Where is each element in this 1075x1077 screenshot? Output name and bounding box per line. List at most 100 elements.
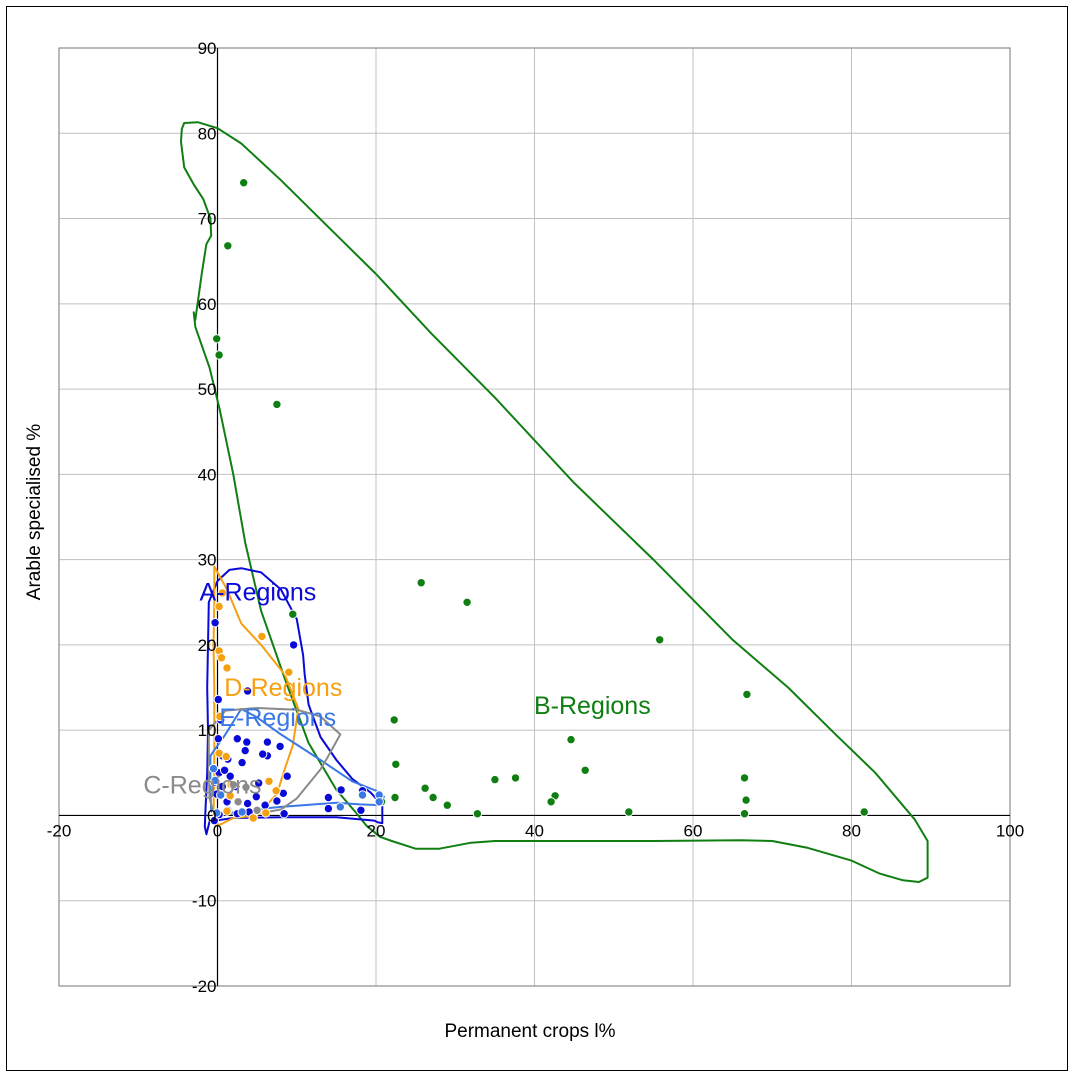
y-tick-label: 30 (198, 551, 217, 570)
data-point (242, 737, 252, 747)
data-point (416, 578, 426, 588)
data-point (580, 765, 590, 775)
x-tick-label: 80 (842, 821, 861, 840)
data-point (428, 792, 438, 803)
data-point (221, 751, 231, 762)
region-hull (212, 565, 300, 827)
data-point (739, 773, 750, 783)
data-point (242, 686, 253, 696)
data-point (391, 759, 401, 769)
data-point (335, 802, 345, 812)
region-label: D-Regions (224, 674, 342, 702)
data-point (219, 765, 230, 775)
data-point (242, 798, 253, 809)
data-point (546, 797, 556, 807)
data-point (260, 800, 270, 810)
x-tick-label: 0 (213, 821, 222, 840)
data-point (213, 734, 224, 744)
data-point (742, 689, 752, 700)
region-hull (180, 121, 929, 883)
region-hull (207, 707, 342, 815)
data-point (739, 809, 750, 819)
x-tick-label: 40 (525, 821, 544, 840)
data-point (213, 694, 224, 705)
tick-labels: -20 0 20 40 60 80 100 -20 -10 0 10 20 30 40 50 60 70 80 90 (47, 39, 1024, 996)
data-point (241, 782, 251, 792)
data-point (275, 741, 285, 752)
data-points (208, 178, 869, 826)
data-point (225, 791, 235, 801)
data-point (212, 808, 222, 818)
data-point (214, 601, 224, 612)
data-point (323, 792, 334, 803)
y-tick-label: 20 (198, 636, 217, 655)
data-point (288, 609, 298, 619)
x-tick-label: -20 (47, 821, 72, 840)
x-tick-label: 100 (996, 821, 1024, 840)
data-point (741, 795, 751, 805)
data-point (237, 807, 247, 817)
data-point (323, 803, 334, 814)
data-point (472, 809, 483, 819)
data-point (240, 745, 250, 756)
x-tick-label: 60 (684, 821, 703, 840)
data-point (624, 807, 634, 817)
data-point (390, 792, 400, 803)
data-point (237, 757, 247, 768)
data-point (210, 618, 220, 628)
data-point (356, 805, 366, 815)
y-tick-label: -20 (192, 977, 217, 996)
data-point (228, 780, 239, 790)
data-point (272, 399, 282, 410)
data-point (655, 635, 665, 645)
data-point (258, 749, 268, 759)
data-point (264, 776, 274, 786)
data-point (261, 808, 271, 818)
y-tick-label: 50 (198, 380, 217, 399)
y-tick-label: 40 (198, 465, 217, 484)
data-point (222, 663, 232, 673)
y-tick-label: 10 (198, 721, 217, 740)
data-point (262, 737, 273, 747)
data-point (254, 778, 264, 788)
data-point (210, 775, 220, 786)
data-point (271, 786, 281, 796)
x-tick-label: 20 (367, 821, 386, 840)
data-point (357, 790, 368, 800)
data-point (566, 734, 576, 745)
x-axis-label: Permanent crops l% (444, 1021, 615, 1042)
data-point (336, 785, 346, 795)
y-tick-label: 60 (198, 295, 217, 314)
data-point (420, 783, 430, 793)
region-label: C-Regions (143, 771, 261, 799)
data-point (252, 805, 262, 815)
data-point (222, 806, 232, 816)
data-point (462, 597, 472, 607)
y-axis-label: Arable specialised % (24, 424, 45, 600)
data-point (288, 640, 299, 650)
region-outlines (180, 121, 929, 883)
data-point (216, 790, 226, 800)
region-label: B-Regions (534, 692, 651, 720)
y-tick-label: 90 (198, 39, 217, 58)
region-hull (203, 567, 384, 836)
data-point (239, 178, 249, 188)
data-point (233, 797, 243, 807)
data-point (272, 796, 282, 806)
data-point (279, 809, 289, 819)
data-point (284, 667, 294, 677)
data-point (490, 774, 500, 785)
data-point (223, 241, 233, 251)
data-point (859, 807, 869, 817)
data-point (216, 653, 227, 663)
region-label: E-Regions (219, 704, 336, 732)
data-point (442, 800, 452, 810)
data-point (251, 792, 261, 802)
data-point (510, 773, 521, 783)
chart-frame (6, 6, 1068, 1071)
y-tick-label: 70 (198, 210, 217, 229)
data-point (282, 771, 292, 781)
plot-area-border (58, 47, 1011, 987)
